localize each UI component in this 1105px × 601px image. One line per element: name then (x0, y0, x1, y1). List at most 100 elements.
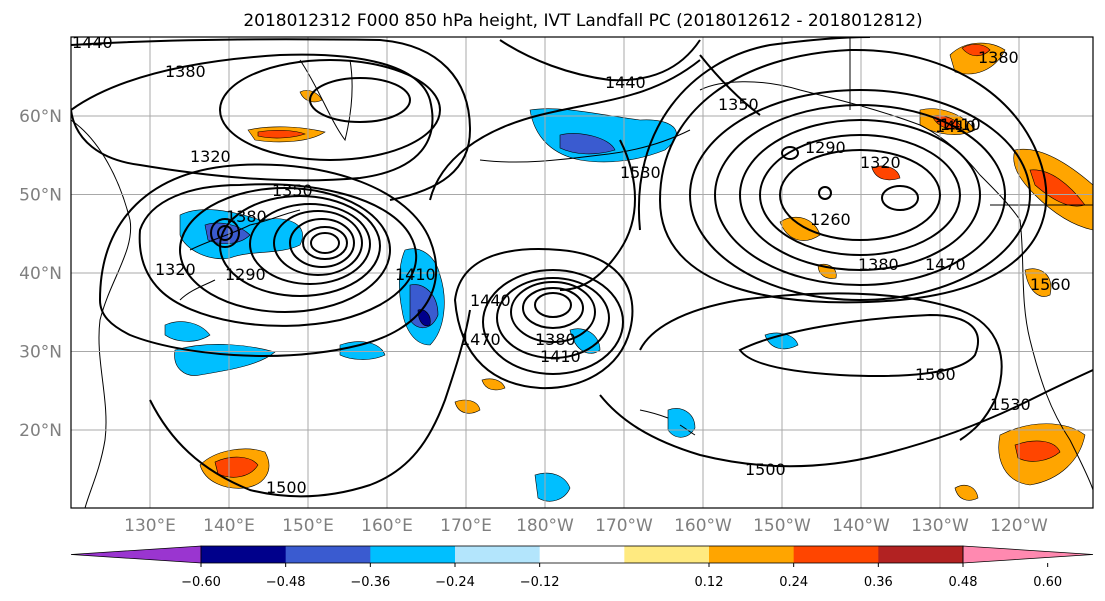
contour-nasia-4 (71, 38, 472, 201)
pos-region-arctic-core (961, 44, 991, 57)
contour-midpac-3 (510, 281, 596, 343)
longitude-label: 180°W (516, 516, 574, 536)
longitude-label: 170°W (595, 516, 653, 536)
colorbar-tick-label: 0.24 (779, 575, 808, 590)
pos-region-hawaii-n (454, 399, 481, 414)
contour-low-kuril-7 (179, 187, 391, 313)
contour-label: 1320 (860, 153, 901, 172)
colorbar-bin (539, 546, 625, 563)
latitude-labels: 60°N 50°N 40°N 30°N 20°N (19, 107, 62, 441)
contour-midpac-5 (482, 269, 624, 375)
colorbar-extend-high (962, 545, 1094, 564)
colorbar-bin (201, 546, 287, 563)
colorbar-tick-label: 0.48 (949, 575, 978, 590)
contour-1470-mid (429, 59, 701, 201)
colorbar-frame (200, 545, 964, 564)
contour-low-japan-small (217, 225, 233, 241)
coast-japan (179, 209, 301, 301)
colorbar-tick-label: −0.48 (266, 575, 306, 590)
neg-region-korea (164, 321, 211, 342)
contour-label: 1500 (266, 478, 307, 497)
colorbar-tick-label: −0.36 (350, 575, 390, 590)
contour-goa-6 (739, 119, 981, 271)
colorbar (70, 545, 1094, 564)
contour-label: 1440 (605, 73, 646, 92)
pos-region-nepac-2 (871, 165, 901, 181)
contour-low-kuril-8 (138, 183, 418, 327)
longitude-label: 150°E (282, 516, 334, 536)
contour-1530-nw (559, 139, 636, 291)
contour-label: 1530 (620, 163, 661, 182)
coast-kamchatka (299, 59, 353, 142)
pos-region-mexico-2 (954, 485, 979, 501)
contour-label: 1320 (190, 147, 231, 166)
longitude-labels: 130°E 140°E 150°E 160°E 170°E 180°W 170°W 160°W… (124, 516, 1048, 536)
pos-region-hawaii-n2 (481, 378, 506, 391)
longitude-label: 120°W (990, 516, 1048, 536)
coast-asia (71, 119, 132, 508)
coast-alaska (699, 81, 1021, 221)
colorbar-tick-label: −0.60 (181, 575, 221, 590)
colorbar-bin (455, 546, 541, 563)
coast-aleutians (479, 129, 691, 163)
contour-label: 1290 (805, 138, 846, 157)
contour-label: 1470 (460, 330, 501, 349)
contour-label: 1380 (165, 62, 206, 81)
latitude-label: 40°N (19, 264, 62, 284)
contour-label: 1320 (155, 260, 196, 279)
longitude-label: 130°W (911, 516, 969, 536)
contour-label: 1350 (718, 95, 759, 114)
contour-label: 1410 (395, 265, 436, 284)
contour-goa-3 (781, 146, 799, 160)
contour-label: 1380 (858, 255, 899, 274)
contour-low-kuril-5 (249, 203, 371, 285)
contour-label: 1410 (940, 115, 981, 134)
contour-goa-8 (689, 89, 1031, 301)
longitude-label: 140°W (832, 516, 890, 536)
contour-1500-west (149, 309, 471, 498)
contour-midpac-2 (522, 287, 584, 329)
contour-goa-7 (714, 104, 1006, 286)
longitude-label: 170°E (440, 516, 492, 536)
longitude-label: 130°E (124, 516, 176, 536)
longitude-label: 160°E (361, 516, 413, 536)
longitude-label: 150°W (753, 516, 811, 536)
contour-low-kuril-9 (98, 163, 438, 357)
contour-low-kuril-1 (310, 232, 340, 254)
neg-region-aleutian-core (559, 133, 616, 155)
contour-label: 1350 (272, 181, 313, 200)
contour-label: 1380 (978, 48, 1019, 67)
contour-label: 1410 (935, 117, 976, 136)
contour-1560 (738, 313, 979, 377)
contour-label: 1530 (990, 395, 1031, 414)
colorbar-tick-label: 0.12 (695, 575, 724, 590)
pos-region-kamchatka-core (257, 129, 306, 139)
contour-1500-east (599, 369, 1093, 468)
contour-goa-2 (818, 186, 832, 200)
contour-label: 1470 (925, 255, 966, 274)
contour-label: 1380 (226, 207, 267, 226)
colorbar-extend-low (70, 545, 202, 564)
coastlines (71, 37, 1093, 508)
height-contours (71, 37, 1093, 498)
contour-goa-1 (881, 185, 919, 211)
latitude-label: 20°N (19, 421, 62, 441)
contour-label: 1380 (535, 330, 576, 349)
contour-low-japan-small-2 (210, 218, 240, 248)
contour-low-kuril-3 (289, 218, 355, 268)
contour-1440-top (499, 39, 701, 82)
contour-label: 1440 (72, 33, 113, 52)
colorbar-bin (878, 546, 964, 563)
colorbar-bin (709, 546, 795, 563)
contour-midpac-1 (534, 292, 572, 318)
contour-goa-4 (779, 149, 941, 241)
contour-label: 1410 (540, 347, 581, 366)
contour-label: 1440 (470, 291, 511, 310)
colorbar-tick-label: −0.24 (435, 575, 475, 590)
colorbar-tick-label: 0.60 (1033, 575, 1062, 590)
contour-label: 1560 (1030, 275, 1071, 294)
neg-region-midpac-deep (417, 309, 431, 327)
contour-goa-5 (759, 134, 961, 256)
contour-label: 1500 (745, 460, 786, 479)
